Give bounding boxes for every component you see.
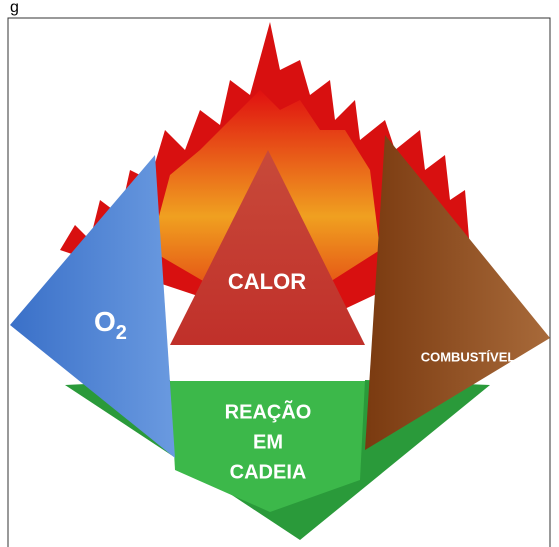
chain-label: EM: [253, 431, 283, 453]
chain-label: CADEIA: [230, 461, 307, 483]
heat-label: CALOR: [228, 269, 306, 294]
caption: g: [10, 0, 19, 16]
chain-label: REAÇÃO: [225, 400, 312, 423]
diagram: g CALOR O2 COMBUSTÍVEL REAÇÃO EM CADEIA: [0, 0, 559, 547]
fuel-label: COMBUSTÍVEL: [421, 349, 516, 364]
oxygen-subscript: 2: [116, 322, 127, 344]
oxygen-symbol: O: [94, 306, 116, 337]
oxygen-face: [10, 155, 175, 458]
white-band: [170, 345, 365, 381]
